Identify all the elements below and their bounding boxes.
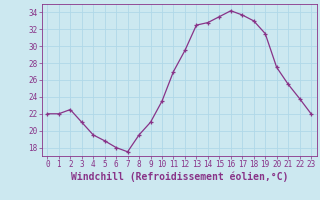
X-axis label: Windchill (Refroidissement éolien,°C): Windchill (Refroidissement éolien,°C)	[70, 172, 288, 182]
